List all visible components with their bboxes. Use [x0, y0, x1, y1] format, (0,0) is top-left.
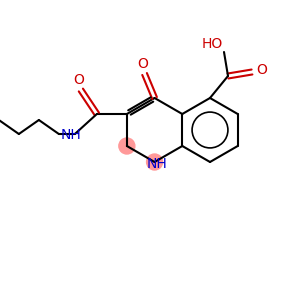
Text: NH: NH — [146, 157, 167, 171]
Text: O: O — [137, 57, 148, 71]
Text: HO: HO — [201, 37, 223, 51]
Circle shape — [147, 154, 163, 170]
Text: O: O — [256, 63, 267, 77]
Circle shape — [119, 138, 135, 154]
Text: O: O — [74, 73, 84, 87]
Text: NH: NH — [61, 128, 81, 142]
